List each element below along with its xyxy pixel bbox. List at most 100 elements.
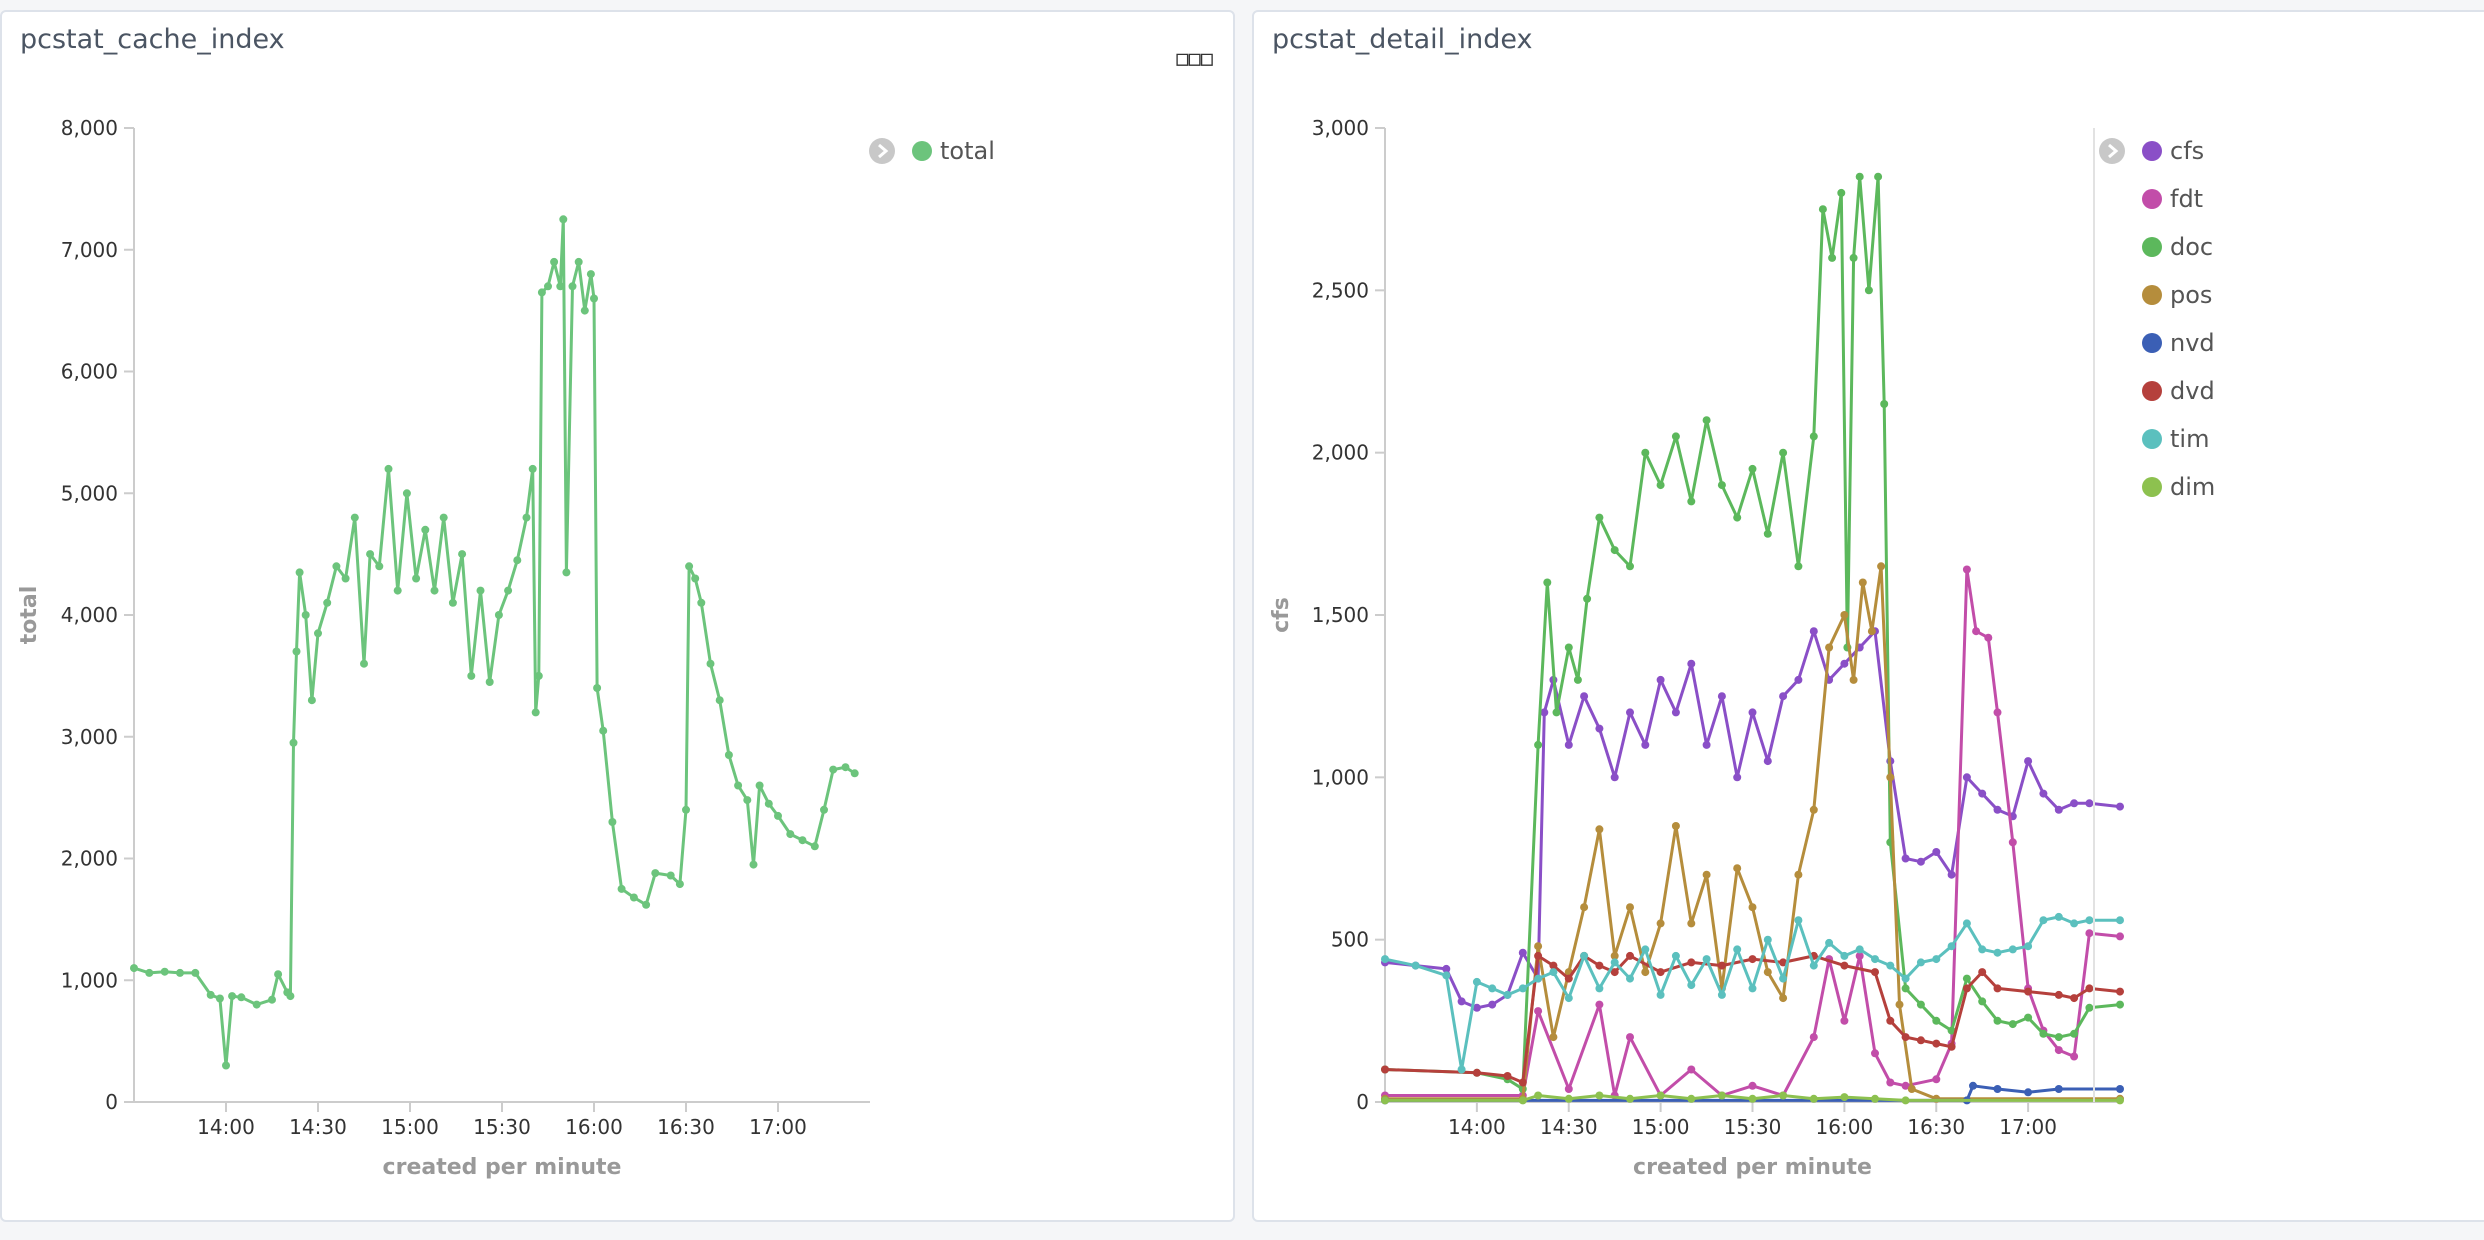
data-point[interactable]	[2024, 942, 2033, 951]
data-point[interactable]	[586, 270, 595, 279]
data-point[interactable]	[1867, 627, 1876, 636]
data-point[interactable]	[1626, 562, 1634, 571]
data-point[interactable]	[485, 678, 494, 686]
data-point[interactable]	[1626, 1094, 1634, 1103]
data-point[interactable]	[1717, 990, 1726, 999]
data-point[interactable]	[1855, 951, 1864, 960]
data-point[interactable]	[513, 556, 522, 565]
data-point[interactable]	[402, 489, 411, 498]
data-point[interactable]	[1549, 1033, 1558, 1042]
data-point[interactable]	[1671, 822, 1680, 830]
data-point[interactable]	[1978, 789, 1987, 798]
data-point[interactable]	[1442, 964, 1451, 973]
data-point[interactable]	[1947, 942, 1956, 951]
data-point[interactable]	[1932, 848, 1941, 856]
data-point[interactable]	[1809, 627, 1818, 636]
data-point[interactable]	[1871, 955, 1879, 964]
data-point[interactable]	[1671, 951, 1680, 960]
data-point[interactable]	[574, 257, 583, 266]
data-point[interactable]	[504, 586, 513, 595]
data-point[interactable]	[691, 574, 700, 583]
data-point[interactable]	[467, 671, 476, 680]
data-point[interactable]	[534, 671, 543, 680]
data-point[interactable]	[1849, 675, 1858, 684]
data-point[interactable]	[1901, 854, 1910, 863]
data-point[interactable]	[1534, 951, 1543, 960]
data-point[interactable]	[332, 562, 341, 571]
data-point[interactable]	[850, 769, 859, 778]
data-point[interactable]	[2070, 1029, 2079, 1038]
data-point[interactable]	[2116, 1096, 2124, 1105]
data-point[interactable]	[1901, 984, 1910, 993]
data-point[interactable]	[1993, 805, 2002, 814]
data-point[interactable]	[1626, 903, 1634, 912]
data-point[interactable]	[1534, 1007, 1543, 1016]
data-point[interactable]	[1947, 1026, 1956, 1035]
data-point[interactable]	[1962, 919, 1971, 928]
data-point[interactable]	[1687, 1094, 1696, 1103]
data-point[interactable]	[1969, 1081, 1977, 1090]
data-point[interactable]	[682, 805, 690, 814]
data-point[interactable]	[734, 781, 743, 790]
data-point[interactable]	[749, 860, 758, 869]
data-point[interactable]	[2024, 1013, 2033, 1022]
data-point[interactable]	[1907, 1085, 1916, 1093]
data-point[interactable]	[580, 306, 589, 315]
data-point[interactable]	[2008, 1020, 2017, 1029]
data-point[interactable]	[1472, 1068, 1481, 1077]
data-point[interactable]	[724, 751, 733, 759]
data-point[interactable]	[1411, 961, 1420, 970]
data-point[interactable]	[1864, 286, 1873, 295]
data-point[interactable]	[544, 282, 552, 291]
data-point[interactable]	[289, 738, 298, 747]
data-point[interactable]	[1733, 945, 1742, 954]
data-point[interactable]	[1626, 974, 1634, 983]
data-point[interactable]	[439, 513, 448, 522]
data-point[interactable]	[1818, 205, 1827, 214]
data-point[interactable]	[651, 869, 660, 878]
data-point[interactable]	[1595, 825, 1604, 834]
data-point[interactable]	[1488, 1000, 1497, 1009]
data-point[interactable]	[1540, 708, 1549, 717]
data-point[interactable]	[1717, 1091, 1726, 1100]
data-point[interactable]	[608, 818, 617, 826]
data-point[interactable]	[1840, 1093, 1849, 1102]
data-point[interactable]	[2008, 945, 2017, 954]
data-point[interactable]	[2054, 1085, 2063, 1093]
data-point[interactable]	[1840, 951, 1849, 960]
data-point[interactable]	[1849, 253, 1858, 262]
data-point[interactable]	[1916, 958, 1925, 967]
data-point[interactable]	[458, 550, 467, 559]
data-point[interactable]	[1901, 1033, 1910, 1042]
data-point[interactable]	[531, 708, 540, 717]
legend-item-pos[interactable]: pos	[2142, 281, 2212, 309]
data-point[interactable]	[1809, 1033, 1818, 1042]
data-point[interactable]	[1518, 1078, 1527, 1087]
data-point[interactable]	[1656, 968, 1665, 977]
data-point[interactable]	[1595, 984, 1604, 993]
data-point[interactable]	[2024, 1088, 2033, 1097]
data-point[interactable]	[1886, 961, 1895, 970]
data-point[interactable]	[1779, 1091, 1788, 1100]
ellipsis-icon[interactable]: ▫▫▫	[1174, 44, 1215, 72]
data-point[interactable]	[2024, 987, 2033, 996]
data-point[interactable]	[1733, 513, 1742, 522]
data-point[interactable]	[559, 215, 568, 224]
data-point[interactable]	[1564, 974, 1573, 983]
data-point[interactable]	[1717, 692, 1726, 701]
data-point[interactable]	[798, 836, 807, 845]
data-point[interactable]	[2116, 802, 2124, 811]
data-point[interactable]	[1901, 1096, 1910, 1105]
data-point[interactable]	[1794, 562, 1803, 571]
legend-item-dvd[interactable]: dvd	[2142, 377, 2215, 405]
data-point[interactable]	[222, 1061, 230, 1070]
data-point[interactable]	[1962, 974, 1971, 983]
data-point[interactable]	[556, 282, 565, 291]
data-point[interactable]	[1809, 1094, 1818, 1103]
data-point[interactable]	[1671, 432, 1680, 441]
data-point[interactable]	[1595, 513, 1604, 522]
data-point[interactable]	[537, 288, 546, 297]
data-point[interactable]	[2085, 799, 2094, 808]
data-point[interactable]	[642, 900, 651, 909]
data-point[interactable]	[1641, 968, 1650, 977]
